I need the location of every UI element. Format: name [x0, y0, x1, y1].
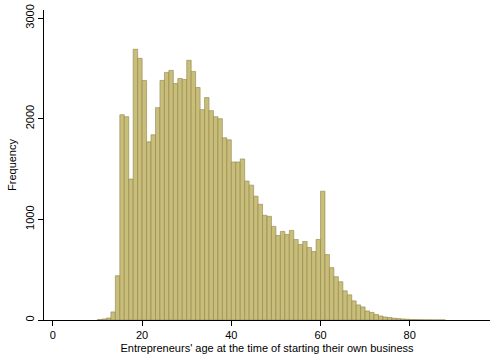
svg-text:80: 80	[404, 329, 416, 341]
svg-text:20: 20	[136, 329, 148, 341]
svg-text:1000: 1000	[24, 205, 36, 229]
svg-text:0: 0	[24, 315, 36, 321]
svg-text:Entrepreneurs' age at the time: Entrepreneurs' age at the time of starti…	[120, 342, 414, 354]
svg-text:Frequency: Frequency	[6, 139, 18, 191]
svg-text:3000: 3000	[24, 4, 36, 28]
svg-text:0: 0	[50, 329, 56, 341]
svg-text:40: 40	[225, 329, 237, 341]
svg-text:60: 60	[314, 329, 326, 341]
svg-text:2000: 2000	[24, 105, 36, 129]
